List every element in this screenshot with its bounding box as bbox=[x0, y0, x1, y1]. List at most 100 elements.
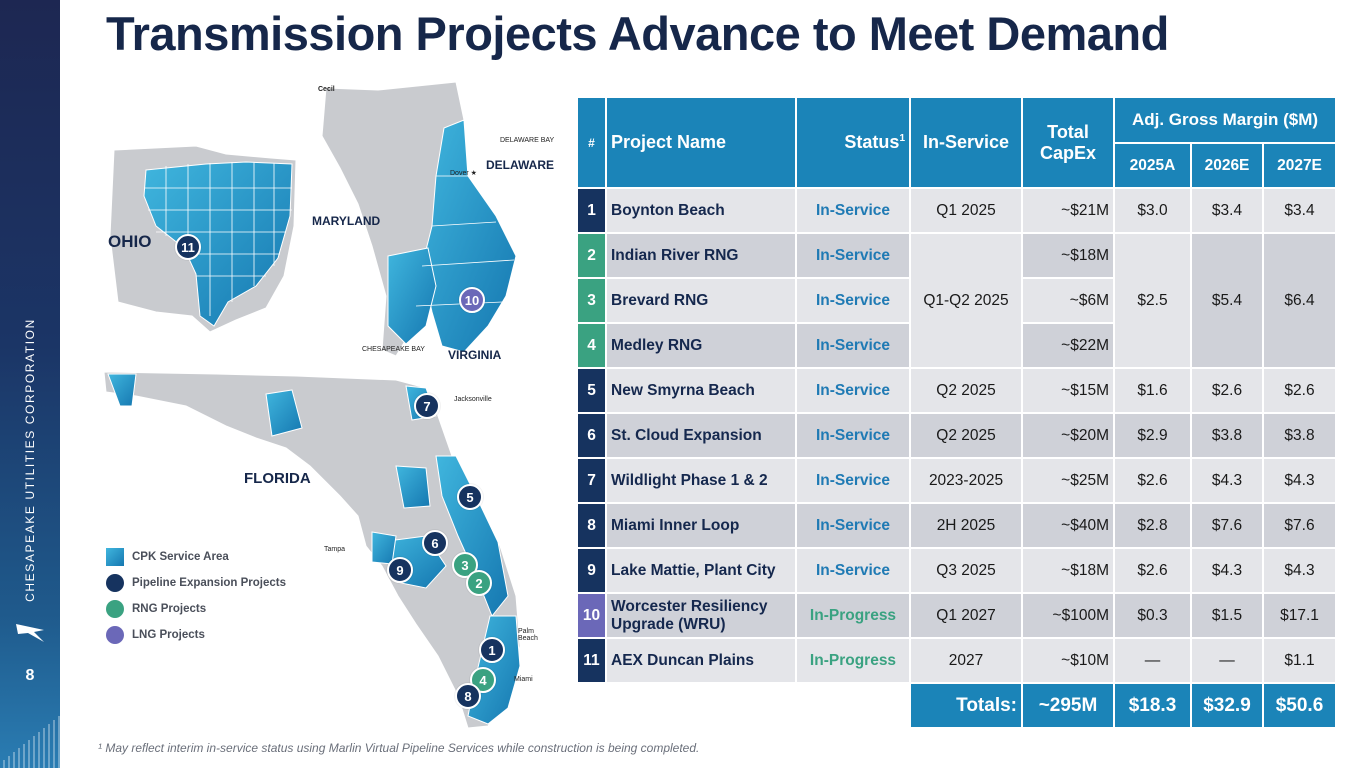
status-header-text: Status bbox=[844, 132, 900, 152]
project-status: In-Service bbox=[797, 324, 909, 367]
pipeline-dot-icon bbox=[106, 574, 124, 592]
table-row: 9 Lake Mattie, Plant City In-Service Q3 … bbox=[578, 549, 1335, 592]
project-name: St. Cloud Expansion bbox=[607, 414, 795, 457]
table-row: 11 AEX Duncan Plains In-Progress 2027 ~$… bbox=[578, 639, 1335, 682]
project-name: AEX Duncan Plains bbox=[607, 639, 795, 682]
map-marker-8: 8 bbox=[455, 683, 481, 709]
total-capex: ~$20M bbox=[1023, 414, 1113, 457]
col-adj-gross-margin-header: Adj. Gross Margin ($M) bbox=[1115, 98, 1335, 142]
total-capex: ~$18M bbox=[1023, 234, 1113, 277]
table-row: 8 Miami Inner Loop In-Service 2H 2025 ~$… bbox=[578, 504, 1335, 547]
margin-2025: $2.6 bbox=[1115, 459, 1190, 502]
decorative-stripes bbox=[3, 716, 60, 768]
project-status: In-Service bbox=[797, 234, 909, 277]
delaware-bay-label: DELAWARE BAY bbox=[500, 137, 555, 144]
margin-2027: $17.1 bbox=[1264, 594, 1335, 637]
margin-2027: $4.3 bbox=[1264, 459, 1335, 502]
legend-item-lng: LNG Projects bbox=[106, 622, 286, 648]
miami-label: Miami bbox=[514, 676, 533, 683]
total-capex: ~$21M bbox=[1023, 189, 1113, 232]
col-total-capex-header: Total CapEx bbox=[1023, 98, 1113, 187]
map-marker-6: 6 bbox=[422, 530, 448, 556]
maryland-label: MARYLAND bbox=[312, 214, 381, 228]
project-name: Medley RNG bbox=[607, 324, 795, 367]
margin-2025: $2.8 bbox=[1115, 504, 1190, 547]
legend-label: LNG Projects bbox=[132, 629, 205, 641]
project-name: Worcester Resiliency Upgrade (WRU) bbox=[607, 594, 795, 637]
table-row: 1 Boynton Beach In-Service Q1 2025 ~$21M… bbox=[578, 189, 1335, 232]
col-in-service-header: In-Service bbox=[911, 98, 1021, 187]
margin-2025: — bbox=[1115, 639, 1190, 682]
service-area-maps: OHIO MARYLAND DELAWARE VIRGINIA FLORIDA … bbox=[96, 76, 566, 732]
margin-2027: $3.4 bbox=[1264, 189, 1335, 232]
row-number: 10 bbox=[578, 594, 605, 637]
in-service-date: 2H 2025 bbox=[911, 504, 1021, 547]
project-name: New Smyrna Beach bbox=[607, 369, 795, 412]
map-marker-9: 9 bbox=[387, 557, 413, 583]
margin-2027: $4.3 bbox=[1264, 549, 1335, 592]
in-service-date: Q1 2025 bbox=[911, 189, 1021, 232]
total-capex: ~$18M bbox=[1023, 549, 1113, 592]
table-row: 6 St. Cloud Expansion In-Service Q2 2025… bbox=[578, 414, 1335, 457]
totals-row: Totals: ~295M $18.3 $32.9 $50.6 bbox=[578, 684, 1335, 727]
project-status: In-Service bbox=[797, 414, 909, 457]
map-marker-10: 10 bbox=[459, 287, 485, 313]
project-name: Boynton Beach bbox=[607, 189, 795, 232]
company-name-vertical: CHESAPEAKE UTILITIES CORPORATION bbox=[23, 318, 37, 602]
row-number: 6 bbox=[578, 414, 605, 457]
map-marker-11: 11 bbox=[175, 234, 201, 260]
total-capex: ~$10M bbox=[1023, 639, 1113, 682]
table-header-row: # Project Name Status1 In-Service Total … bbox=[578, 98, 1335, 187]
project-status: In-Progress bbox=[797, 594, 909, 637]
margin-2026: — bbox=[1192, 639, 1262, 682]
project-name: Miami Inner Loop bbox=[607, 504, 795, 547]
project-name: Lake Mattie, Plant City bbox=[607, 549, 795, 592]
row-number: 7 bbox=[578, 459, 605, 502]
margin-2027: $7.6 bbox=[1264, 504, 1335, 547]
page-number: 8 bbox=[25, 667, 35, 684]
row-number: 8 bbox=[578, 504, 605, 547]
col-2025a-header: 2025A bbox=[1115, 144, 1190, 187]
margin-2025: $1.6 bbox=[1115, 369, 1190, 412]
rng-group-in-service: Q1-Q2 2025 bbox=[911, 234, 1021, 367]
cecil-label: Cecil bbox=[318, 86, 335, 93]
legend-label: CPK Service Area bbox=[132, 551, 229, 563]
in-service-date: Q1 2027 bbox=[911, 594, 1021, 637]
margin-2025: $2.9 bbox=[1115, 414, 1190, 457]
row-number: 11 bbox=[578, 639, 605, 682]
footnote: ¹ May reflect interim in-service status … bbox=[98, 741, 700, 755]
margin-2027: $3.8 bbox=[1264, 414, 1335, 457]
slide-title: Transmission Projects Advance to Meet De… bbox=[106, 7, 1169, 60]
row-number: 4 bbox=[578, 324, 605, 367]
row-number: 9 bbox=[578, 549, 605, 592]
in-service-date: 2027 bbox=[911, 639, 1021, 682]
rng-dot-icon bbox=[106, 600, 124, 618]
row-number: 2 bbox=[578, 234, 605, 277]
in-service-date: Q3 2025 bbox=[911, 549, 1021, 592]
florida-label: FLORIDA bbox=[244, 470, 311, 487]
margin-2026: $2.6 bbox=[1192, 369, 1262, 412]
map-marker-1: 1 bbox=[479, 637, 505, 663]
rng-group-margin-2027: $6.4 bbox=[1264, 234, 1335, 367]
legend-label: RNG Projects bbox=[132, 603, 207, 615]
table-row: 4 Medley RNG In-Service ~$22M bbox=[578, 324, 1335, 367]
dover-label: Dover ★ bbox=[450, 170, 477, 177]
margin-2026: $7.6 bbox=[1192, 504, 1262, 547]
project-status: In-Service bbox=[797, 459, 909, 502]
table-row: 2 Indian River RNG In-Service Q1-Q2 2025… bbox=[578, 234, 1335, 367]
table-row: 10 Worcester Resiliency Upgrade (WRU) In… bbox=[578, 594, 1335, 637]
totals-capex: ~295M bbox=[1023, 684, 1113, 727]
totals-label: Totals: bbox=[911, 684, 1021, 727]
project-status: In-Service bbox=[797, 279, 909, 322]
row-number: 5 bbox=[578, 369, 605, 412]
map-marker-7: 7 bbox=[414, 393, 440, 419]
margin-2026: $4.3 bbox=[1192, 459, 1262, 502]
margin-2026: $1.5 bbox=[1192, 594, 1262, 637]
ohio-map bbox=[109, 145, 297, 333]
total-capex: ~$15M bbox=[1023, 369, 1113, 412]
project-name: Wildlight Phase 1 & 2 bbox=[607, 459, 795, 502]
margin-2025: $3.0 bbox=[1115, 189, 1190, 232]
project-status: In-Service bbox=[797, 369, 909, 412]
totals-margin-2027: $50.6 bbox=[1264, 684, 1335, 727]
map-marker-3: 3 bbox=[452, 552, 478, 578]
